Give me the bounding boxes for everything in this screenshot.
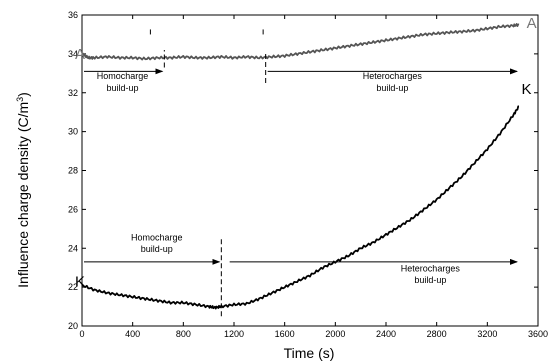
y-axis-title-superscript: 3	[15, 97, 25, 102]
y-tick-label: 22	[68, 282, 78, 292]
curve-label-layer: A A K K	[75, 15, 537, 291]
x-tick-label: 2800	[427, 329, 447, 339]
annotation-text-k-hetero-1: Heterocharges	[401, 264, 461, 274]
label-k-right: K	[522, 81, 532, 98]
x-tick-label: 1600	[275, 329, 295, 339]
annotation-text-k-homo-2: build-up	[141, 244, 173, 254]
x-tick-label: 0	[79, 329, 84, 339]
y-tick-label: 36	[68, 10, 78, 20]
y-axis-title-close: )	[15, 92, 31, 97]
annotation-text-a-homo-2: build-up	[107, 83, 139, 93]
x-tick-label: 1200	[224, 329, 244, 339]
y-tick-label: 20	[68, 321, 78, 331]
x-tick-label: 2000	[325, 329, 345, 339]
plot-frame	[81, 14, 539, 327]
y-tick-label: 26	[68, 204, 78, 214]
annotation-layer: Homochargebuild-upHeterochargesbuild-upH…	[84, 28, 518, 317]
series-layer	[81, 23, 520, 310]
x-tick-label: 400	[125, 329, 140, 339]
y-tick-label: 34	[68, 49, 78, 59]
x-tick-label: 3600	[528, 329, 548, 339]
y-axis-title-main: Influence charge density (C/m	[15, 102, 31, 288]
annotation-text-a-hetero-2: build-up	[376, 83, 408, 93]
x-tick-label: 2400	[376, 329, 396, 339]
y-tick-label: 30	[68, 127, 78, 137]
x-tick-label: 3200	[477, 329, 497, 339]
y-tick-label: 28	[68, 166, 78, 176]
annotation-text-k-hetero-2: build-up	[414, 275, 446, 285]
x-tick-label: 800	[176, 329, 191, 339]
plot-border	[81, 14, 539, 327]
annotation-text-k-homo-1: Homocharge	[131, 232, 183, 242]
annotation-text-a-homo-1: Homocharge	[97, 71, 149, 81]
annotation-text-a-hetero-1: Heterocharges	[363, 71, 423, 81]
label-a-right: A	[527, 15, 537, 32]
series-line-a	[81, 23, 520, 61]
y-tick-label: 24	[68, 243, 78, 253]
y-axis-title: Influence charge density (C/m3)	[15, 92, 31, 288]
x-axis-title: Time (s)	[284, 345, 335, 361]
label-a-left: A	[75, 46, 85, 63]
label-k-left: K	[75, 273, 85, 290]
axis-ticks: 0 400 800 1200 1600 2000 2400 2800 3200 3600 20 22 2…	[68, 10, 548, 339]
series-line-k	[81, 105, 520, 310]
y-tick-label: 32	[68, 88, 78, 98]
